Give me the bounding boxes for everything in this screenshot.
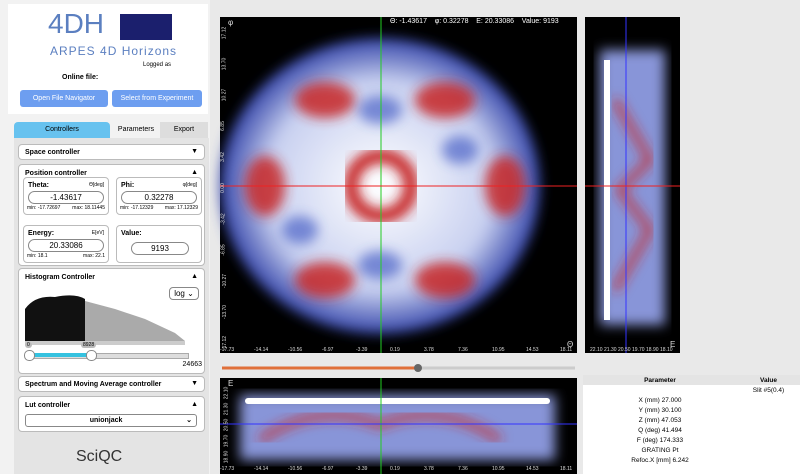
- parameter: Z (mm) 47.053: [583, 415, 737, 425]
- value: [737, 445, 800, 455]
- x-tick-label: -3.39: [356, 466, 367, 472]
- x-label: E: [670, 340, 675, 349]
- y-tick-label: 19.70: [223, 435, 229, 448]
- parameter: Y (mm) 30.100: [583, 405, 737, 415]
- readout: Θ: -1.43617 φ: 0.32278 E: 20.33086 Value…: [390, 18, 559, 25]
- parameter: GRATING Pt: [583, 445, 737, 455]
- value: [737, 435, 800, 445]
- x-tick-label: 0.19: [390, 466, 400, 472]
- y-tick-label: 3.42: [220, 152, 226, 162]
- value: Slit #5(0.4): [737, 385, 800, 395]
- x-tick-label: -10.56: [288, 466, 302, 472]
- x-tick-label: 3.78: [424, 347, 434, 353]
- x-tick-label: 0.19: [390, 347, 400, 353]
- x-tick-label: -6.97: [322, 466, 333, 472]
- parameter: F (deg) 174.333: [583, 435, 737, 445]
- x-tick-label: 7.36: [458, 466, 468, 472]
- column-header: Value: [737, 375, 800, 385]
- y-tick-label: -3.42: [221, 213, 227, 224]
- x-tick-label: 20.50: [618, 347, 631, 353]
- y-tick-label: 10.27: [221, 89, 227, 102]
- y-tick-label: 21.30: [223, 403, 229, 416]
- x-tick-label: 3.78: [424, 466, 434, 472]
- y-tick-label: -10.27: [222, 274, 228, 288]
- column-header: Parameter: [583, 375, 737, 385]
- value: [737, 415, 800, 425]
- parameter: X (mm) 27.000: [583, 395, 737, 405]
- x-tick-label: -14.14: [254, 466, 268, 472]
- value: [737, 455, 800, 465]
- value: [737, 425, 800, 435]
- y-tick-label: 0.00: [220, 183, 226, 193]
- page: 4DH ARPES 4D Horizons Logged as Online f…: [0, 0, 800, 474]
- x-tick-label: 10.95: [492, 466, 505, 472]
- x-tick-label: 19.70: [632, 347, 645, 353]
- y-tick-label: 22.10: [223, 387, 229, 400]
- y-label: φ: [228, 18, 233, 27]
- x-tick-label: 7.36: [458, 347, 468, 353]
- x-tick-label: 21.30: [604, 347, 617, 353]
- y-tick-label: 18.90: [223, 451, 229, 464]
- parameter: Refoc.X [mm] 6.242: [583, 455, 737, 465]
- y-tick-label: 20.50: [223, 419, 229, 432]
- y-tick-label: 13.70: [221, 58, 227, 71]
- x-tick-label: -3.39: [356, 347, 367, 353]
- value: [737, 395, 800, 405]
- y-tick-label: -13.70: [222, 305, 228, 319]
- y-tick-label: -6.85: [221, 244, 227, 255]
- x-tick-label: 18.11: [560, 466, 572, 472]
- x-tick-label: 10.95: [492, 347, 505, 353]
- y-tick-label: 6.85: [220, 121, 226, 131]
- x-tick-label: -17.73: [220, 466, 234, 472]
- x-tick-label: 14.53: [526, 466, 539, 472]
- value: [737, 405, 800, 415]
- x-tick-label: 22.10: [590, 347, 603, 353]
- x-label: Θ: [567, 340, 573, 349]
- x-tick-label: 14.53: [526, 347, 539, 353]
- y-tick-label: 17.12: [221, 27, 227, 40]
- parameter: [583, 385, 737, 395]
- x-tick-label: -10.56: [288, 347, 302, 353]
- parameter: Q (deg) 41.494: [583, 425, 737, 435]
- x-tick-label: -6.97: [322, 347, 333, 353]
- x-tick-label: 18.90: [646, 347, 659, 353]
- y-tick-label: -17.12: [222, 336, 228, 350]
- energy-slider[interactable]: [414, 364, 422, 372]
- x-tick-label: -14.14: [254, 347, 268, 353]
